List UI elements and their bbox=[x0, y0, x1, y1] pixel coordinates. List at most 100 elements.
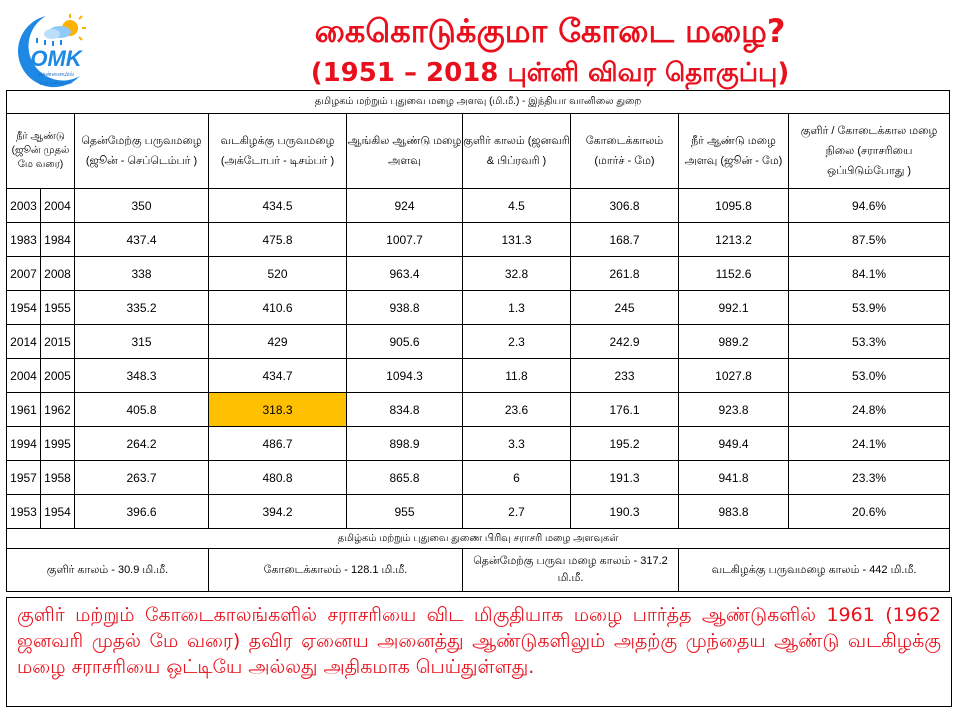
table-cell: 1095.8 bbox=[678, 188, 789, 223]
average-southwest-monsoon: தென்மேற்கு பருவ மழை காலம் - 317.2 மி.மீ. bbox=[462, 548, 679, 592]
table-cell: 938.8 bbox=[346, 290, 463, 325]
table-cell: 1.3 bbox=[462, 290, 571, 325]
header-northeast-monsoon: வடகிழக்கு பருவமழை (அக்டோபர் - டிசம்பர் ) bbox=[208, 113, 347, 189]
header-winter-summer-status: குளிர் / கோடைக்கால மழை நிலை (சராசரியை ஒப… bbox=[787, 113, 951, 189]
table-cell: 834.8 bbox=[346, 392, 463, 427]
header-water-year: நீர் ஆண்டு (ஜூன் முதல் மே வரை) bbox=[6, 113, 75, 189]
table-caption: தமிழகம் மற்றும் புதுவை மழை அளவு (மி.மீ.)… bbox=[5, 90, 951, 114]
table-cell: 983.8 bbox=[678, 494, 789, 529]
table-cell: 1954 bbox=[40, 494, 75, 529]
table-cell: 338 bbox=[74, 256, 209, 291]
table-cell: 2008 bbox=[40, 256, 75, 291]
table-cell: 480.8 bbox=[208, 460, 347, 495]
table-row: 1994 1995 264.2 486.7 898.9 3.3 195.2 949.4 24.1… bbox=[6, 426, 951, 461]
table-cell: 1962 bbox=[40, 392, 75, 427]
table-cell: 1027.8 bbox=[678, 358, 789, 393]
table-cell: 865.8 bbox=[346, 460, 463, 495]
table-cell: 475.8 bbox=[208, 222, 347, 257]
table-cell: 394.2 bbox=[208, 494, 347, 529]
table-cell: 955 bbox=[346, 494, 463, 529]
table-cell: 1094.3 bbox=[346, 358, 463, 393]
table-cell: 1995 bbox=[40, 426, 75, 461]
averages-caption: தமிழ்கம் மற்றும் புதுவை துணை பிரிவு சராச… bbox=[5, 528, 951, 549]
table-cell: 264.2 bbox=[74, 426, 209, 461]
table-cell: 261.8 bbox=[570, 256, 679, 291]
table-cell: 23.3% bbox=[787, 460, 951, 495]
table-cell: 923.8 bbox=[678, 392, 789, 427]
table-cell: 1984 bbox=[40, 222, 75, 257]
table-cell: 405.8 bbox=[74, 392, 209, 427]
table-row: 2004 2005 348.3 434.7 1094.3 11.8 233 1027.8 53.… bbox=[6, 358, 951, 393]
table-cell: 2014 bbox=[6, 324, 41, 359]
table-cell: 941.8 bbox=[678, 460, 789, 495]
table-cell: 1953 bbox=[6, 494, 41, 529]
average-northeast-monsoon: வடகிழக்கு பருவமழை காலம் - 442 மி.மீ. bbox=[677, 548, 951, 592]
table-cell: 131.3 bbox=[462, 222, 571, 257]
note-box: குளிர் மற்றும் கோடைகாலங்களில் சராசரியை வ… bbox=[6, 597, 952, 707]
table-cell: 2.7 bbox=[462, 494, 571, 529]
table-cell: 24.1% bbox=[787, 426, 951, 461]
table-row: 2014 2015 315 429 905.6 2.3 242.9 989.2 53.3% bbox=[6, 324, 951, 359]
table-cell: 20.6% bbox=[787, 494, 951, 529]
page-title: கைகொடுக்குமா கோடை மழை? bbox=[314, 12, 786, 50]
table-cell: 992.1 bbox=[678, 290, 789, 325]
table-row: 1961 1962 405.8 318.3 834.8 23.6 176.1 923.8 24.… bbox=[6, 392, 951, 427]
average-summer: கோடைக்காலம் - 128.1 மி.மீ. bbox=[208, 548, 463, 592]
table-cell: 53.3% bbox=[787, 324, 951, 359]
table-cell: 11.8 bbox=[462, 358, 571, 393]
rainfall-table: தமிழகம் மற்றும் புதுவை மழை அளவு (மி.மீ.)… bbox=[5, 90, 951, 592]
table-row: 1957 1958 263.7 480.8 865.8 6 191.3 941.8 23.3% bbox=[6, 460, 951, 495]
table-row: 2003 2004 350 434.5 924 4.5 306.8 1095.8 94.6% bbox=[6, 188, 951, 223]
table-row: 1954 1955 335.2 410.6 938.8 1.3 245 992.1 53.9% bbox=[6, 290, 951, 325]
header-calendar-year-rain: ஆங்கில ஆண்டு மழை அளவு bbox=[346, 113, 463, 189]
table-cell: 520 bbox=[208, 256, 347, 291]
table-cell: 176.1 bbox=[570, 392, 679, 427]
table-row: 1983 1984 437.4 475.8 1007.7 131.3 168.7 1213.2… bbox=[6, 222, 951, 257]
table-cell: 2.3 bbox=[462, 324, 571, 359]
page-subtitle: (1951 – 2018 புள்ளி விவர தொகுப்பு) bbox=[310, 58, 790, 88]
table-cell: 335.2 bbox=[74, 290, 209, 325]
table-cell: 306.8 bbox=[570, 188, 679, 223]
table-cell: 898.9 bbox=[346, 426, 463, 461]
table-cell: 1007.7 bbox=[346, 222, 463, 257]
table-cell: 233 bbox=[570, 358, 679, 393]
logo-graphic: OMK சென்னையில் ஒரு மழைநாள் bbox=[18, 14, 86, 88]
table-cell: 1152.6 bbox=[678, 256, 789, 291]
table-cell: 4.5 bbox=[462, 188, 571, 223]
table-body: 2003 2004 350 434.5 924 4.5 306.8 1095.8 94.6% 19… bbox=[6, 188, 951, 529]
table-cell: 989.2 bbox=[678, 324, 789, 359]
table-cell: 905.6 bbox=[346, 324, 463, 359]
logo: OMK சென்னையில் ஒரு மழைநாள் bbox=[6, 10, 98, 90]
table-cell: 1213.2 bbox=[678, 222, 789, 257]
table-cell: 24.8% bbox=[787, 392, 951, 427]
table-cell: 963.4 bbox=[346, 256, 463, 291]
table-cell: 195.2 bbox=[570, 426, 679, 461]
table-cell: 410.6 bbox=[208, 290, 347, 325]
table-cell: 315 bbox=[74, 324, 209, 359]
table-cell: 94.6% bbox=[787, 188, 951, 223]
table-cell: 245 bbox=[570, 290, 679, 325]
note-text: குளிர் மற்றும் கோடைகாலங்களில் சராசரியை வ… bbox=[17, 604, 941, 678]
table-cell: 2005 bbox=[40, 358, 75, 393]
table-cell: 2007 bbox=[6, 256, 41, 291]
header-winter: குளிர் காலம் (ஜனவரி & பிப்ரவரி ) bbox=[462, 113, 571, 189]
header-summer: கோடைக்காலம் (மார்ச் - மே) bbox=[570, 113, 679, 189]
table-row: 2007 2008 338 520 963.4 32.8 261.8 1152.6 84.1% bbox=[6, 256, 951, 291]
table-cell: 53.0% bbox=[787, 358, 951, 393]
table-cell: 1957 bbox=[6, 460, 41, 495]
header-water-year-rain: நீர் ஆண்டு மழை அளவு (ஜூன் - மே) bbox=[678, 113, 789, 189]
table-cell: 1994 bbox=[6, 426, 41, 461]
table-cell: 318.3 bbox=[208, 392, 347, 427]
table-cell: 190.3 bbox=[570, 494, 679, 529]
table-cell: 437.4 bbox=[74, 222, 209, 257]
table-cell: 2004 bbox=[6, 358, 41, 393]
average-winter: குளிர் காலம் - 30.9 மி.மீ. bbox=[6, 548, 209, 592]
table-cell: 350 bbox=[74, 188, 209, 223]
table-cell: 168.7 bbox=[570, 222, 679, 257]
table-cell: 53.9% bbox=[787, 290, 951, 325]
svg-text:ஒரு மழைநாள்: ஒரு மழைநாள் bbox=[39, 80, 73, 86]
svg-text:OMK: OMK bbox=[30, 46, 83, 71]
table-cell: 924 bbox=[346, 188, 463, 223]
table-cell: 6 bbox=[462, 460, 571, 495]
table-cell: 1961 bbox=[6, 392, 41, 427]
